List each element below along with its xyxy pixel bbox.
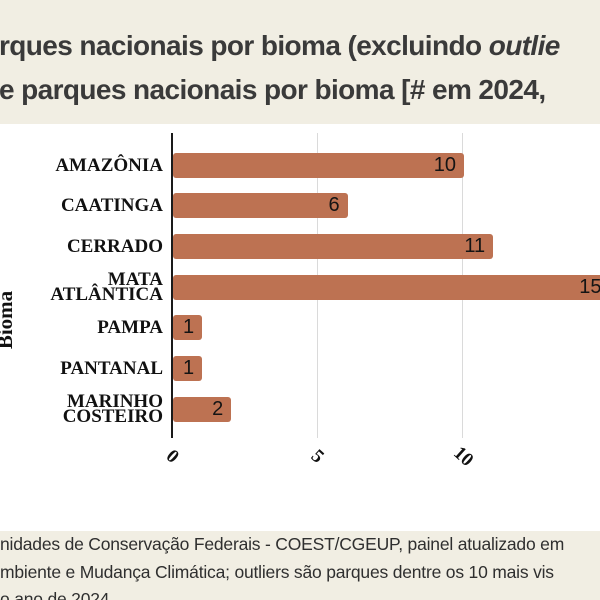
source-note: nidades de Conservação Federais - COEST/… — [0, 531, 600, 600]
category-label-caatinga: CAATINGA — [43, 184, 163, 228]
bar-value-label: 15 — [579, 275, 600, 298]
x-axis-tick-label: 10 — [448, 442, 477, 471]
category-label-line: MATA — [107, 269, 163, 291]
y-axis-line — [170, 133, 173, 433]
bar-value-label: 11 — [464, 234, 486, 257]
bar-pantanal: 1 — [173, 356, 203, 381]
chart-figure: Bioma 10 AMAZÔNIA 6 CAATINGA 11 CERRADO 15 MATA… — [0, 124, 600, 531]
bar-value-label: 6 — [328, 194, 340, 217]
bar-value-label: 2 — [212, 397, 224, 420]
bar-caatinga: 6 — [173, 193, 348, 219]
bar-amazônia: 10 — [173, 152, 464, 178]
plot-area: 10 AMAZÔNIA 6 CAATINGA 11 CERRADO 15 MATA ATLÂNT… — [0, 133, 600, 438]
chart-title-line1-text: rques nacionais por bioma (excluindo — [0, 30, 489, 61]
category-label-line: PANTANAL — [60, 358, 163, 379]
source-note-line-2: mbiente e Mudança Climática; outliers sã… — [0, 561, 554, 582]
x-axis-tick-label: 5 — [306, 445, 328, 468]
category-label-line: COSTEIRO — [62, 406, 163, 428]
chart-title-line1-italic: outlie — [488, 30, 561, 61]
source-note-line-1: nidades de Conservação Federais - COEST/… — [0, 534, 565, 554]
source-note-line-3: o ano de 2024 — [0, 589, 110, 600]
category-label-line: ATLÂNTICA — [50, 284, 163, 306]
bar-mata-atlântica: 15 — [173, 274, 600, 300]
category-label-pantanal: PANTANAL — [43, 347, 163, 391]
bar-value-label: 1 — [182, 357, 195, 379]
category-label-line: CAATINGA — [60, 195, 163, 217]
chart-title-line2: e parques nacionais por bioma [# em 2024… — [0, 74, 546, 105]
category-label-marinho-costeiro: MARINHO COSTEIRO — [43, 387, 163, 431]
x-axis-tick-label: 0 — [161, 445, 183, 468]
bar-pampa: 1 — [173, 315, 203, 341]
category-label-line: PAMPA — [97, 317, 163, 339]
title-band: rques nacionais por bioma (excluindo out… — [0, 0, 600, 124]
category-label-amazônia: AMAZÔNIA — [43, 143, 163, 187]
category-label-mata-atlântica: MATA ATLÂNTICA — [43, 265, 163, 309]
bar-value-label: 1 — [182, 316, 195, 339]
category-label-line: MARINHO — [66, 391, 163, 413]
bar-marinho-costeiro: 2 — [173, 396, 232, 422]
chart-title-line1: rques nacionais por bioma (excluindo out… — [0, 30, 560, 62]
x-axis-tick-mark-zero — [170, 433, 173, 438]
category-label-line: CERRADO — [66, 235, 163, 257]
category-label-pampa: PAMPA — [43, 306, 163, 350]
category-label-cerrado: CERRADO — [43, 224, 163, 268]
category-label-line: AMAZÔNIA — [55, 154, 163, 176]
bar-value-label: 10 — [433, 153, 456, 176]
bar-cerrado: 11 — [173, 233, 494, 259]
